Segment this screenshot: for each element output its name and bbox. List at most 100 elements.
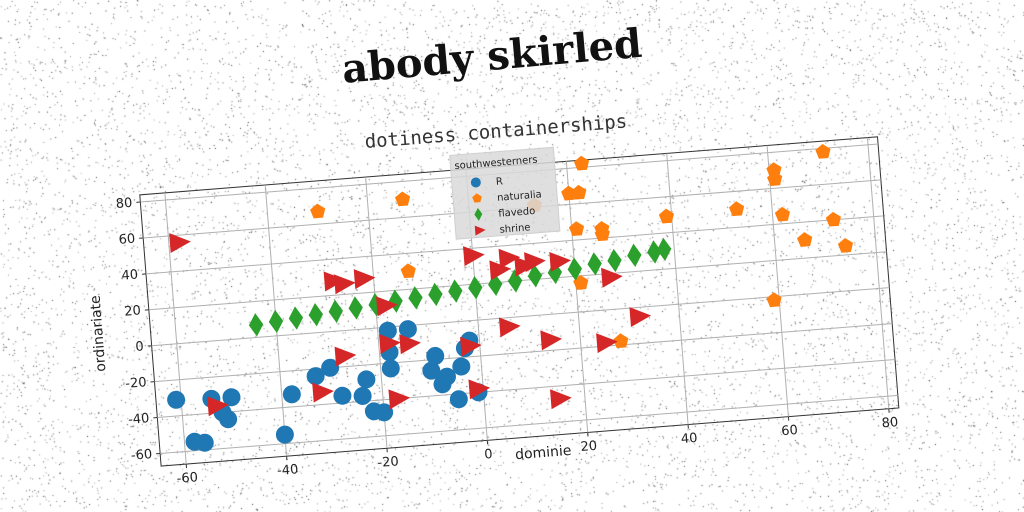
naturalia-point bbox=[561, 185, 577, 201]
naturalia-point bbox=[573, 275, 589, 290]
r-point bbox=[449, 390, 468, 409]
naturalia-point bbox=[394, 191, 411, 207]
r-point bbox=[195, 433, 214, 452]
naturalia-point bbox=[728, 201, 745, 217]
shrine-point bbox=[498, 317, 521, 338]
axis-ticks: -60 -40 -20 0 20 40 60 80 -60 -40 -20 0 20 40 60 80 bbox=[115, 196, 898, 487]
flavedo-point bbox=[587, 252, 602, 276]
chart-title: dotiness containerships bbox=[364, 110, 628, 153]
y-tick-label: -40 bbox=[128, 411, 150, 428]
legend-marker-r bbox=[470, 177, 481, 188]
flavedo-point bbox=[448, 279, 463, 303]
r-point bbox=[452, 357, 471, 376]
r-point bbox=[378, 321, 397, 340]
x-gridline bbox=[164, 192, 187, 465]
shrine-point bbox=[549, 251, 572, 272]
r-point bbox=[398, 320, 417, 339]
shrine-point bbox=[489, 260, 512, 281]
shrine-point bbox=[596, 333, 618, 354]
r-point bbox=[381, 359, 400, 378]
naturalia-point bbox=[825, 211, 841, 227]
r-point bbox=[357, 370, 376, 389]
flavedo-point bbox=[348, 296, 363, 320]
y-tick-label: 20 bbox=[124, 303, 142, 319]
shrine-point bbox=[540, 330, 563, 351]
shrine-point bbox=[376, 296, 398, 317]
r-point bbox=[282, 385, 301, 404]
series-marks bbox=[167, 143, 854, 452]
y-tick-label: 40 bbox=[121, 268, 139, 284]
x-gridline bbox=[766, 145, 789, 417]
shrine-point bbox=[312, 382, 334, 403]
shrine-point bbox=[468, 379, 491, 400]
x-gridline bbox=[565, 161, 589, 433]
shrine-point bbox=[550, 389, 572, 410]
y-gridline bbox=[154, 323, 893, 383]
shrine-point bbox=[463, 246, 485, 267]
shrine-point bbox=[169, 233, 191, 254]
flavedo-point bbox=[656, 237, 672, 262]
naturalia-point bbox=[310, 203, 326, 219]
flavedo-point bbox=[388, 289, 403, 313]
series-naturalia bbox=[310, 143, 854, 349]
r-point bbox=[275, 425, 294, 444]
shrine-point bbox=[353, 269, 376, 290]
x-tick-label: -20 bbox=[377, 454, 399, 471]
r-point bbox=[321, 358, 340, 377]
r-point bbox=[353, 386, 372, 405]
flavedo-point bbox=[527, 264, 543, 288]
naturalia-point bbox=[774, 206, 791, 222]
naturalia-point bbox=[571, 184, 587, 200]
x-tick-label: 0 bbox=[484, 447, 493, 463]
y-tick-label: -20 bbox=[125, 375, 147, 392]
y-gridline bbox=[157, 358, 896, 419]
shrine-point bbox=[601, 267, 623, 288]
chart-body: dotiness containerships -60 -40 -20 0 20 40 60… bbox=[88, 110, 900, 487]
shrine-point bbox=[460, 336, 482, 357]
naturalia-point bbox=[400, 263, 416, 279]
r-point bbox=[222, 388, 241, 407]
naturalia-point bbox=[573, 155, 590, 171]
legend-label: flavedo bbox=[498, 206, 536, 220]
legend-label: R bbox=[495, 176, 503, 188]
x-tick-label: 40 bbox=[680, 431, 698, 447]
naturalia-point bbox=[658, 208, 674, 224]
shrine-point bbox=[379, 334, 401, 354]
series-flavedo bbox=[248, 237, 672, 337]
x-axis-label: dominie bbox=[515, 443, 572, 463]
flavedo-point bbox=[248, 313, 264, 337]
flavedo-point bbox=[468, 276, 483, 300]
series-r bbox=[167, 320, 488, 452]
r-point bbox=[219, 410, 238, 429]
y-axis-label: ordinariate bbox=[88, 295, 110, 373]
naturalia-point bbox=[837, 237, 854, 253]
y-tick-label: 0 bbox=[135, 339, 144, 355]
x-tick-label: -40 bbox=[277, 462, 299, 479]
y-tick-label: 80 bbox=[115, 196, 133, 212]
r-point bbox=[306, 367, 325, 386]
flavedo-point bbox=[607, 248, 622, 273]
flavedo-point bbox=[647, 240, 662, 264]
naturalia-point bbox=[797, 232, 813, 247]
shrine-point bbox=[207, 396, 229, 417]
shrine-point bbox=[323, 271, 346, 292]
flavedo-point bbox=[268, 309, 284, 334]
x-gridline bbox=[666, 153, 689, 425]
r-point bbox=[375, 403, 394, 422]
y-gridline bbox=[145, 215, 884, 275]
shrine-point bbox=[629, 307, 652, 328]
r-point bbox=[426, 346, 445, 365]
flavedo-point bbox=[328, 299, 343, 324]
naturalia-point bbox=[815, 143, 831, 159]
grid bbox=[140, 137, 898, 465]
y-gridline bbox=[160, 394, 898, 454]
flavedo-point bbox=[288, 306, 304, 330]
x-tick-label: 20 bbox=[580, 439, 598, 455]
x-tick-label: -60 bbox=[176, 470, 198, 487]
naturalia-point bbox=[613, 333, 629, 349]
flavedo-point bbox=[408, 286, 423, 310]
r-point bbox=[437, 367, 456, 386]
y-gridline bbox=[151, 287, 890, 347]
